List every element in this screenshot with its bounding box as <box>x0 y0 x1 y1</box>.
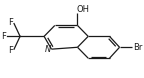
Text: F: F <box>8 18 13 27</box>
Text: Br: Br <box>134 43 143 52</box>
Text: OH: OH <box>76 5 89 14</box>
Text: F: F <box>2 32 6 41</box>
Text: N: N <box>45 45 51 54</box>
Text: F: F <box>8 46 13 55</box>
